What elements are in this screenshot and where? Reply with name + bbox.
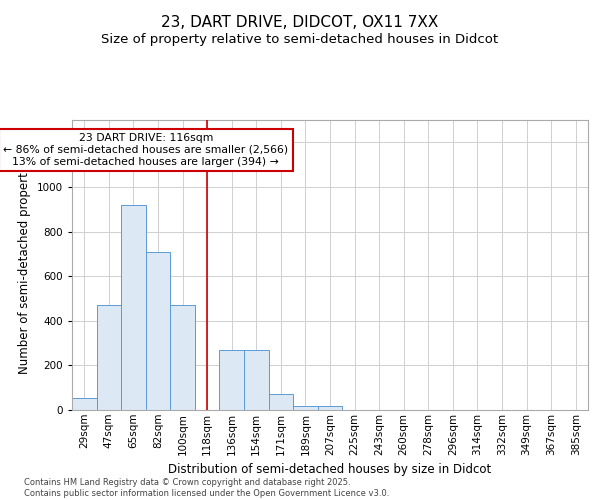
Bar: [97, 305, 121, 410]
Text: Contains HM Land Registry data © Crown copyright and database right 2025.
Contai: Contains HM Land Registry data © Crown c…: [24, 478, 389, 498]
Text: 23 DART DRIVE: 116sqm
← 86% of semi-detached houses are smaller (2,566)
13% of s: 23 DART DRIVE: 116sqm ← 86% of semi-deta…: [3, 134, 288, 166]
Bar: [170, 305, 195, 410]
Bar: [220, 350, 244, 410]
Bar: [269, 394, 293, 410]
Bar: [121, 205, 146, 410]
Bar: [293, 406, 318, 410]
Text: Size of property relative to semi-detached houses in Didcot: Size of property relative to semi-detach…: [101, 32, 499, 46]
X-axis label: Distribution of semi-detached houses by size in Didcot: Distribution of semi-detached houses by …: [169, 463, 491, 476]
Bar: [72, 398, 97, 410]
Bar: [318, 406, 342, 410]
Bar: [244, 350, 269, 410]
Text: 23, DART DRIVE, DIDCOT, OX11 7XX: 23, DART DRIVE, DIDCOT, OX11 7XX: [161, 15, 439, 30]
Bar: [146, 252, 170, 410]
Y-axis label: Number of semi-detached properties: Number of semi-detached properties: [18, 156, 31, 374]
